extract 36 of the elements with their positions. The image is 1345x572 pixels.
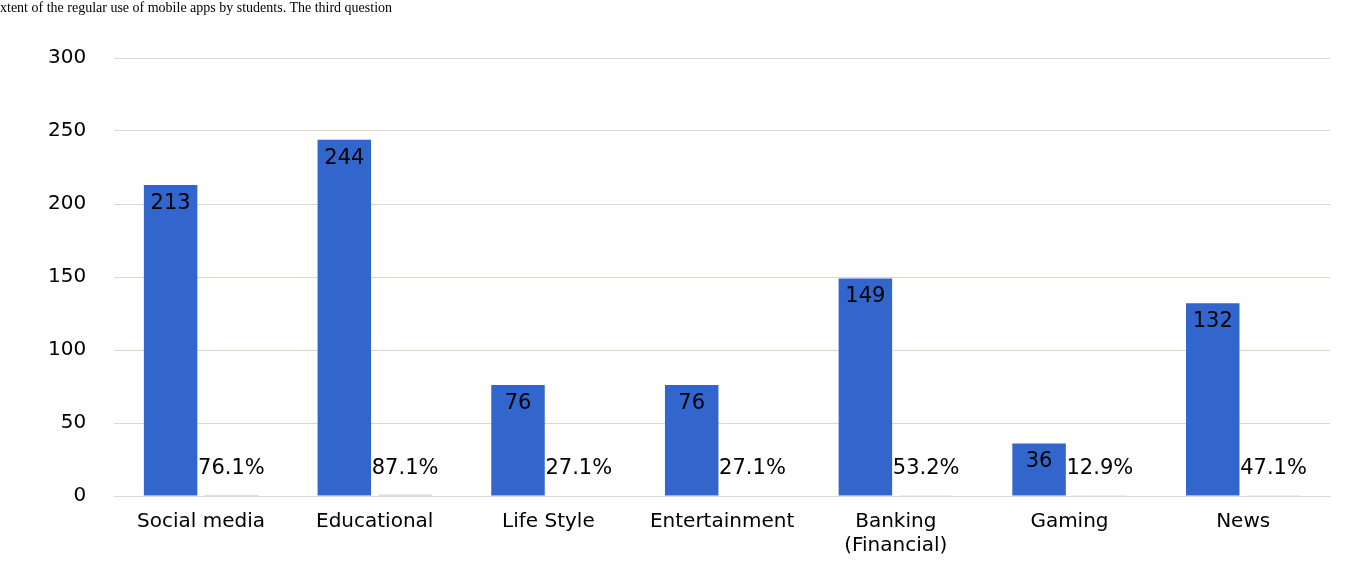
x-tick-label: Entertainment xyxy=(649,508,795,533)
data-label: 87.1% xyxy=(371,455,439,480)
y-tick-label: 150 xyxy=(47,263,87,288)
y-tick-label: 200 xyxy=(47,190,87,215)
data-label: 132 xyxy=(1192,308,1233,333)
bar xyxy=(491,385,545,496)
bar xyxy=(1186,303,1240,496)
bar xyxy=(317,139,372,496)
x-tick-label: Social media xyxy=(137,508,265,533)
bar xyxy=(143,185,198,496)
data-label: 149 xyxy=(845,283,886,308)
x-tick-label: Gaming xyxy=(1030,508,1109,533)
data-label: 244 xyxy=(324,144,365,169)
y-tick-label: 50 xyxy=(60,409,87,434)
data-label: 76 xyxy=(678,389,706,414)
data-label: 213 xyxy=(150,189,191,214)
x-tick-label: Banking (Financial) xyxy=(844,508,948,557)
data-label: 36 xyxy=(1025,448,1053,473)
x-tick-label: Life Style xyxy=(502,508,595,533)
data-label: 12.9% xyxy=(1066,455,1134,480)
y-tick-label: 0 xyxy=(73,482,87,507)
data-label: 53.2% xyxy=(892,455,960,480)
y-tick-label: 300 xyxy=(47,44,87,69)
data-label: 76.1% xyxy=(198,455,265,480)
y-tick-label: 250 xyxy=(47,117,87,142)
data-label: 76 xyxy=(504,389,532,414)
data-label: 27.1% xyxy=(719,455,786,480)
bar xyxy=(664,385,719,496)
y-tick-label: 100 xyxy=(47,336,87,361)
x-tick-label: News xyxy=(1216,508,1271,533)
bar xyxy=(1012,443,1066,496)
bar xyxy=(838,278,893,496)
chart-title: xtent of the regular use of mobile apps by students. The third question xyxy=(0,0,393,16)
data-label: 27.1% xyxy=(545,455,613,480)
x-tick-label: Educational xyxy=(316,508,434,533)
data-label: 47.1% xyxy=(1240,455,1307,480)
